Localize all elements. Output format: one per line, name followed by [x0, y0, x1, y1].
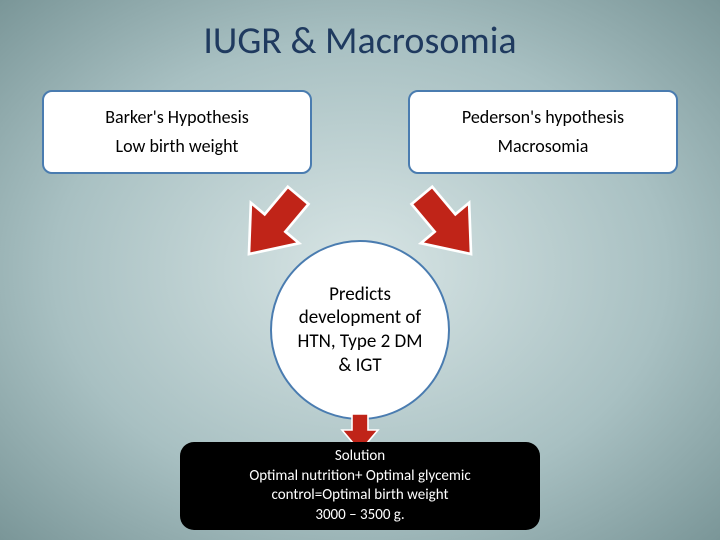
solution-line2: Optimal nutrition+ Optimal glycemic [249, 467, 470, 487]
slide-title: IUGR & Macrosomia [0, 18, 720, 64]
solution-line1: Solution [335, 447, 385, 467]
left-box-line1: Barker's Hypothesis [105, 103, 249, 132]
left-box-line2: Low birth weight [116, 132, 239, 161]
prediction-circle: Predicts development of HTN, Type 2 DM &… [270, 240, 450, 420]
solution-box: Solution Optimal nutrition+ Optimal glyc… [180, 442, 540, 530]
right-box-line1: Pederson's hypothesis [462, 103, 624, 132]
solution-line4: 3000 – 3500 g. [315, 506, 404, 526]
right-box-line2: Macrosomia [498, 132, 589, 161]
circle-text: Predicts development of HTN, Type 2 DM &… [292, 283, 428, 378]
solution-line3: control=Optimal birth weight [272, 486, 449, 506]
